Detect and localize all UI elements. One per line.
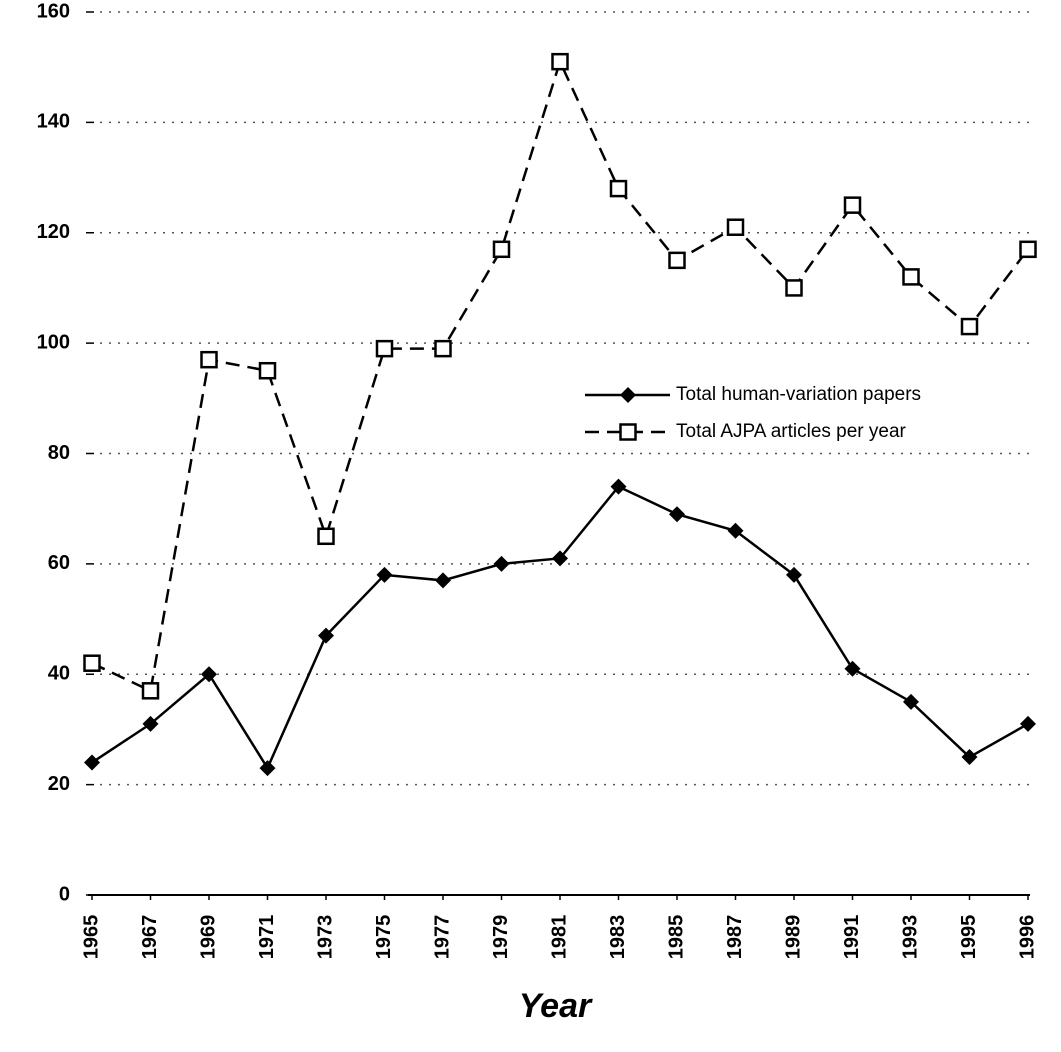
data-point <box>200 350 218 369</box>
data-point <box>551 52 569 71</box>
y-tick-label: 0 <box>59 883 70 905</box>
data-point <box>902 268 920 286</box>
y-tick-label: 60 <box>48 552 70 574</box>
data-point <box>435 572 451 589</box>
data-point <box>785 279 803 297</box>
data-point <box>259 760 276 777</box>
data-point <box>493 555 510 572</box>
data-point <box>83 654 101 672</box>
x-tick-label: 1965 <box>80 915 102 960</box>
y-tick-label: 120 <box>37 221 70 243</box>
x-tick-label: 1969 <box>197 915 219 960</box>
data-point <box>375 339 394 358</box>
y-tick-label: 80 <box>48 442 70 464</box>
data-point <box>960 317 979 336</box>
legend-marker <box>620 387 636 403</box>
x-tick-label: 1989 <box>782 915 804 960</box>
y-tick-label: 160 <box>37 0 70 22</box>
x-tick-label: 1996 <box>1016 915 1038 960</box>
x-tick-label: 1981 <box>548 915 570 960</box>
x-axis-title: Year <box>519 987 593 1025</box>
legend-label: Total human-variation papers <box>676 384 921 405</box>
data-point <box>1020 715 1036 732</box>
x-tick-label: 1977 <box>431 915 453 960</box>
data-point <box>668 251 686 270</box>
data-point <box>376 566 393 583</box>
data-point <box>844 660 861 677</box>
y-tick-label: 40 <box>48 663 70 685</box>
data-point <box>961 749 978 766</box>
x-tick-label: 1993 <box>899 915 921 960</box>
data-point <box>201 666 217 683</box>
data-point <box>434 339 452 358</box>
data-point <box>726 218 745 236</box>
y-tick-label: 100 <box>37 331 70 353</box>
legend-marker <box>619 423 637 441</box>
data-point <box>258 361 277 380</box>
x-tick-label: 1973 <box>314 915 336 960</box>
data-point <box>552 550 568 567</box>
data-point <box>727 522 744 539</box>
x-tick-label: 1995 <box>958 915 980 960</box>
data-point <box>669 506 685 523</box>
x-tick-label: 1971 <box>256 915 278 960</box>
y-tick-label: 20 <box>48 773 70 795</box>
x-tick-label: 1987 <box>724 915 746 960</box>
data-point <box>1019 240 1037 259</box>
data-point <box>609 179 628 198</box>
y-tick-label: 140 <box>37 111 70 133</box>
data-point <box>141 682 160 700</box>
data-point <box>318 627 334 644</box>
x-tick-label: 1979 <box>490 915 512 960</box>
data-point <box>84 754 100 771</box>
x-tick-label: 1983 <box>607 915 629 960</box>
data-point <box>843 196 862 214</box>
legend-label: Total AJPA articles per year <box>676 421 907 442</box>
data-point <box>142 715 159 732</box>
data-point <box>492 240 511 259</box>
series-line <box>91 58 1029 693</box>
data-point <box>786 566 802 583</box>
data-point <box>610 478 627 495</box>
x-tick-label: 1991 <box>841 915 863 960</box>
x-tick-label: 1975 <box>373 915 395 960</box>
x-tick-label: 1967 <box>139 915 161 960</box>
x-tick-label: 1985 <box>665 915 687 960</box>
data-point <box>317 527 335 546</box>
series-line <box>91 485 1029 771</box>
data-point <box>903 693 919 710</box>
